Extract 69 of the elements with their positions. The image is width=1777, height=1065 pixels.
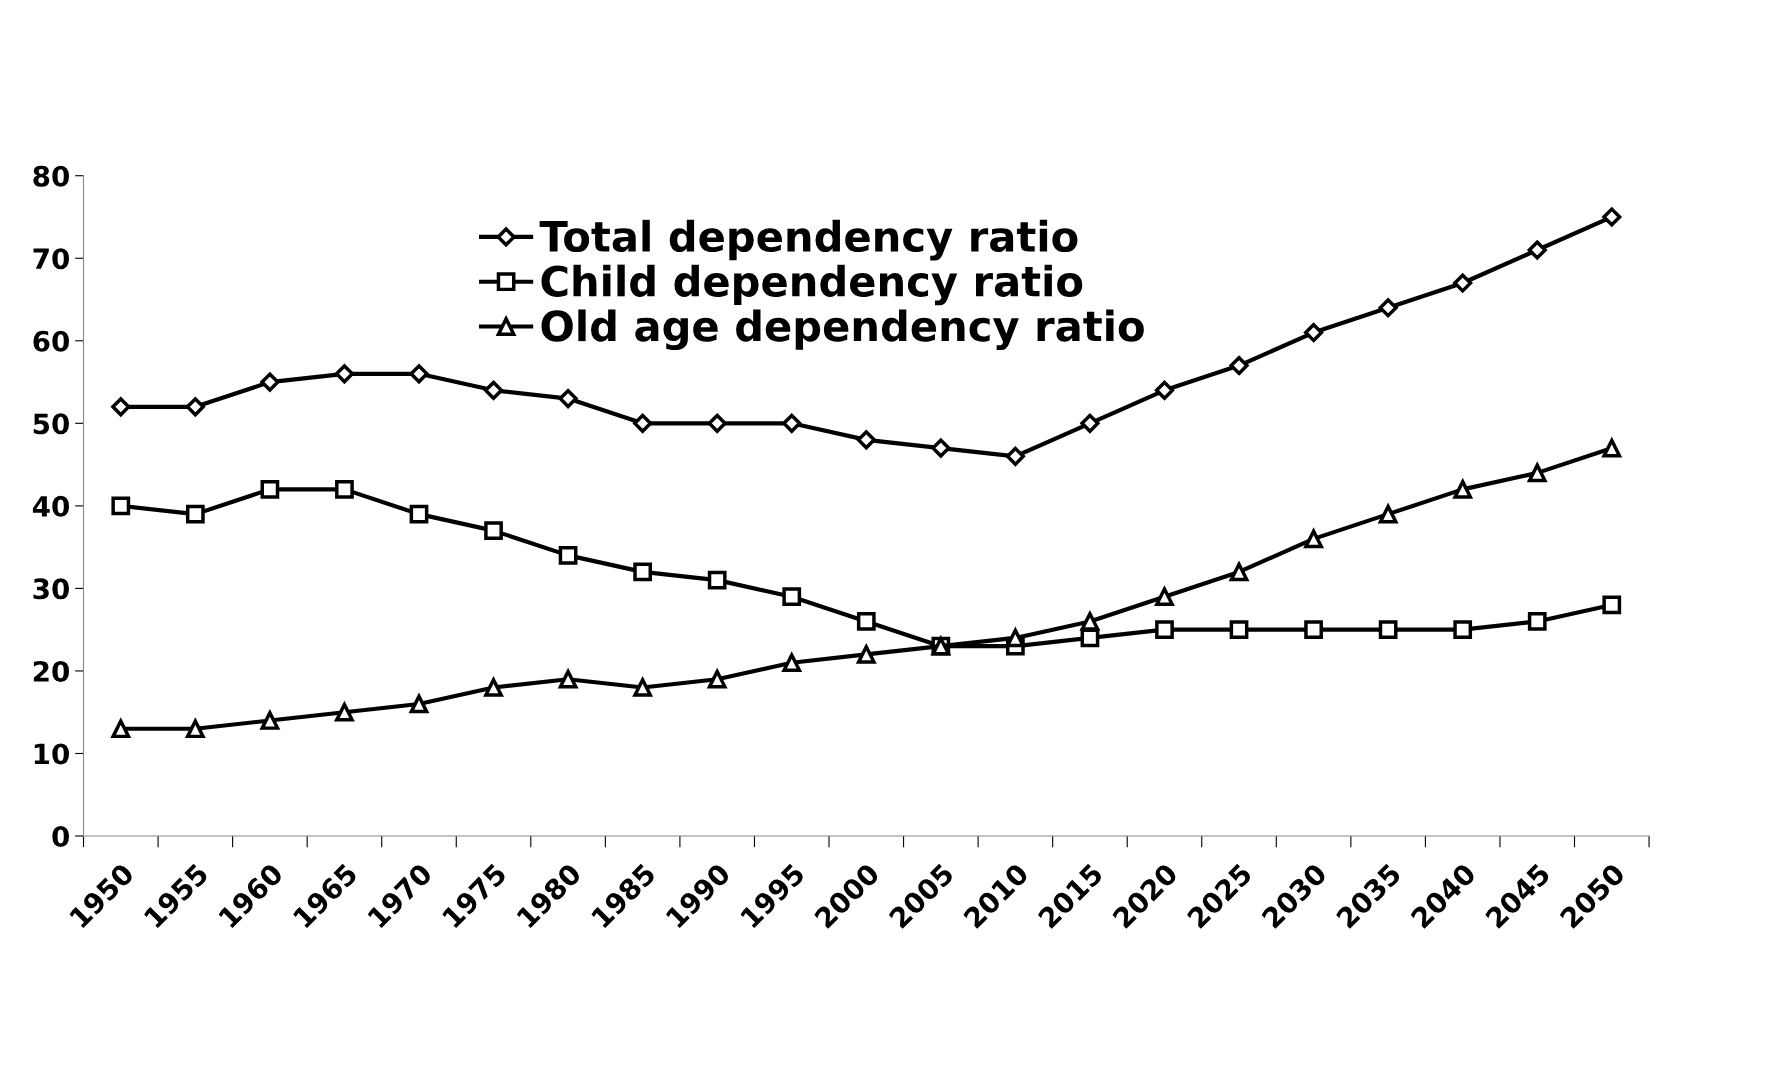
point xyxy=(782,587,802,607)
point xyxy=(1453,273,1473,293)
point xyxy=(706,667,728,689)
point xyxy=(111,496,131,516)
point xyxy=(1527,612,1547,631)
point xyxy=(1378,620,1398,640)
point xyxy=(1602,595,1622,615)
point xyxy=(1303,527,1324,549)
point xyxy=(1005,446,1025,466)
point xyxy=(1527,240,1547,260)
legend-label: Child dependency ratio xyxy=(541,264,1083,306)
point xyxy=(111,719,131,739)
y-tick-label: 60 xyxy=(33,330,69,352)
point xyxy=(1602,207,1622,227)
point xyxy=(335,479,354,499)
point xyxy=(409,504,429,524)
y-tick-label: 40 xyxy=(32,495,69,517)
legend-label: Total dependency ratio xyxy=(539,219,1078,261)
y-tick-label: 80 xyxy=(33,165,69,187)
point xyxy=(931,438,951,458)
legend-label: Old age dependency ratio xyxy=(541,309,1144,351)
point xyxy=(707,570,727,590)
point xyxy=(782,413,802,433)
point xyxy=(1377,502,1399,524)
point xyxy=(633,562,653,582)
point xyxy=(707,413,727,433)
point xyxy=(260,479,280,499)
point xyxy=(1080,413,1100,433)
point xyxy=(782,653,802,673)
point xyxy=(409,364,429,384)
point xyxy=(111,397,131,417)
y-tick-label: 10 xyxy=(34,743,69,765)
point xyxy=(1378,298,1398,318)
point xyxy=(185,397,205,417)
point xyxy=(1601,436,1623,458)
point xyxy=(558,388,578,409)
point xyxy=(1154,380,1175,400)
point xyxy=(483,380,504,400)
point xyxy=(484,521,503,541)
y-tick-label: 70 xyxy=(33,248,69,270)
point xyxy=(1527,463,1547,483)
y-tick-label: 0 xyxy=(52,825,69,847)
point xyxy=(185,504,205,524)
point xyxy=(1229,620,1249,640)
point xyxy=(1452,477,1473,499)
y-tick-label: 50 xyxy=(33,413,69,435)
point xyxy=(260,711,280,730)
point xyxy=(1453,620,1473,640)
point xyxy=(1229,355,1249,376)
point xyxy=(334,700,355,722)
point xyxy=(558,546,578,565)
point xyxy=(185,719,205,739)
point xyxy=(856,645,876,664)
point xyxy=(633,413,653,433)
point xyxy=(1155,620,1174,640)
point xyxy=(1155,587,1174,607)
point xyxy=(408,692,430,714)
point xyxy=(633,678,653,697)
y-tick-label: 20 xyxy=(33,660,69,682)
point xyxy=(334,364,355,384)
point xyxy=(484,678,503,697)
point xyxy=(856,430,876,450)
point xyxy=(260,372,280,392)
point xyxy=(1304,620,1323,640)
point xyxy=(557,667,579,689)
point xyxy=(856,612,876,631)
point xyxy=(1303,322,1324,343)
point xyxy=(1228,560,1250,582)
y-tick-label: 30 xyxy=(33,578,69,600)
